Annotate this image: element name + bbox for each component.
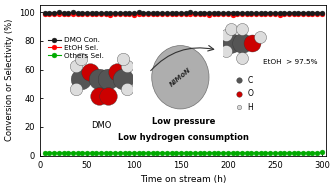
DMO Con. — [90, 12, 94, 14]
Others Sel. — [43, 152, 47, 154]
Ellipse shape — [152, 46, 209, 109]
EtOH Sel. — [320, 13, 324, 15]
X-axis label: Time on stream (h): Time on stream (h) — [140, 175, 226, 184]
Others Sel. — [320, 151, 324, 154]
DMO Con. — [188, 11, 192, 13]
Others Sel. — [221, 152, 225, 154]
Legend: DMO Con., EtOH Sel., Others Sel.: DMO Con., EtOH Sel., Others Sel. — [47, 36, 105, 60]
EtOH Sel. — [118, 13, 122, 15]
EtOH Sel. — [291, 12, 295, 15]
DMO Con. — [137, 11, 141, 14]
DMO Con. — [320, 11, 324, 14]
EtOH Sel. — [90, 13, 94, 15]
EtOH Sel. — [221, 13, 225, 15]
Text: DMO: DMO — [91, 121, 112, 130]
Others Sel. — [137, 152, 141, 154]
Others Sel. — [123, 152, 127, 154]
DMO Con. — [113, 12, 117, 14]
EtOH Sel. — [137, 13, 141, 15]
EtOH Sel. — [109, 14, 113, 16]
Text: H: H — [248, 103, 254, 112]
Text: NiMoN: NiMoN — [169, 67, 192, 88]
EtOH Sel. — [141, 13, 145, 15]
Others Sel. — [90, 152, 94, 154]
EtOH Sel. — [43, 13, 47, 15]
Line: DMO Con.: DMO Con. — [42, 10, 324, 16]
Line: EtOH Sel.: EtOH Sel. — [42, 11, 324, 17]
DMO Con. — [216, 12, 220, 14]
DMO Con. — [123, 12, 127, 14]
Others Sel. — [146, 152, 150, 154]
Line: Others Sel.: Others Sel. — [42, 150, 324, 156]
Text: Low hydrogen consumption: Low hydrogen consumption — [118, 133, 249, 142]
DMO Con. — [226, 12, 230, 14]
EtOH Sel. — [127, 13, 131, 15]
DMO Con. — [43, 12, 47, 14]
Others Sel. — [113, 152, 117, 154]
DMO Con. — [132, 12, 136, 14]
Y-axis label: Conversion or Selectivity (%): Conversion or Selectivity (%) — [5, 19, 14, 142]
Text: Low pressure: Low pressure — [151, 117, 215, 125]
Text: C: C — [248, 76, 253, 85]
Others Sel. — [132, 152, 136, 154]
Text: EtOH  > 97.5%: EtOH > 97.5% — [263, 59, 318, 65]
Text: O: O — [248, 89, 254, 98]
